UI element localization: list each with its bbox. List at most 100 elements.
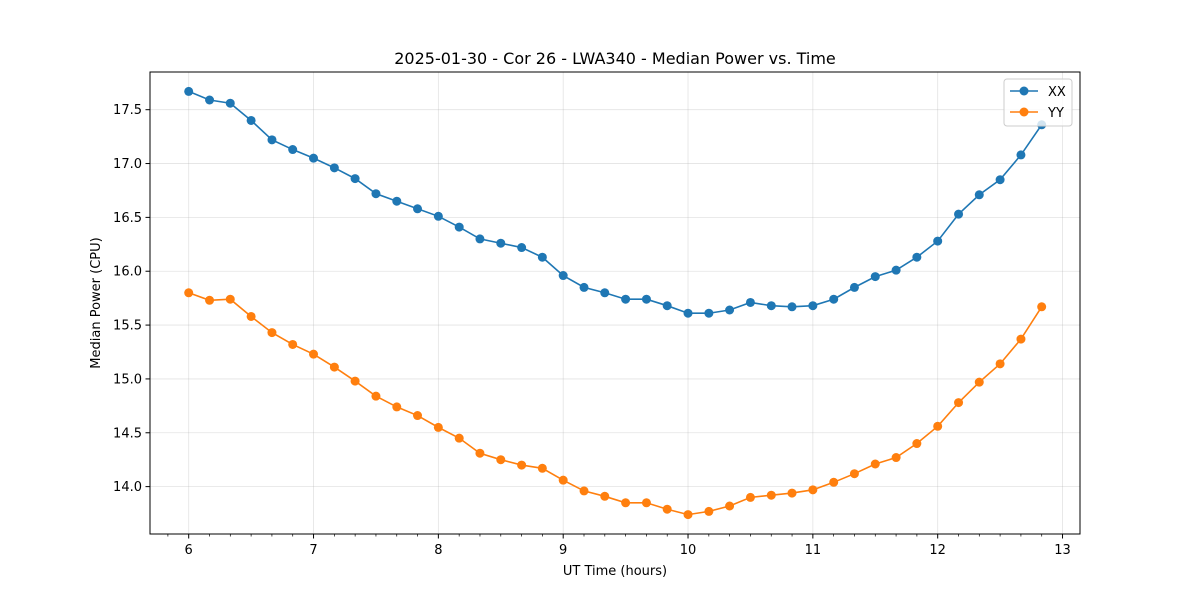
data-point-xx (433, 211, 443, 221)
data-point-xx (787, 302, 797, 312)
data-point-yy (267, 328, 277, 338)
data-point-xx (558, 271, 568, 281)
data-point-yy (974, 377, 984, 387)
x-tick-label: 6 (185, 543, 193, 558)
data-point-yy (288, 339, 298, 349)
data-point-xx (954, 209, 964, 219)
data-point-yy (745, 492, 755, 502)
data-point-xx (371, 189, 381, 199)
data-point-yy (205, 295, 215, 305)
data-point-xx (205, 95, 215, 105)
grid-lines (150, 72, 1080, 534)
data-point-yy (787, 488, 797, 498)
data-point-xx (329, 163, 339, 173)
data-point-yy (184, 288, 194, 298)
chart-title: 2025-01-30 - Cor 26 - LWA340 - Median Po… (394, 49, 836, 68)
legend-yy-marker (1019, 107, 1029, 117)
data-point-xx (350, 174, 360, 184)
data-point-xx (808, 301, 818, 311)
data-point-xx (309, 153, 319, 163)
y-tick-label: 15.0 (113, 372, 142, 387)
data-point-yy (600, 491, 610, 501)
x-tick-label: 10 (680, 543, 697, 558)
data-point-xx (662, 301, 672, 311)
data-point-yy (912, 439, 922, 449)
x-tick-label: 9 (559, 543, 567, 558)
data-point-xx (974, 190, 984, 200)
data-point-xx (912, 252, 922, 262)
x-tick-label: 7 (309, 543, 317, 558)
x-axis-label: UT Time (hours) (563, 564, 667, 579)
axes: 6 7 8 9 10 11 12 13 14.0 14.5 15.0 15.5 16.0 16.5 17.0… (113, 103, 1071, 558)
plot-frame (149, 71, 1081, 535)
data-point-xx (641, 294, 651, 304)
data-point-yy (579, 486, 589, 496)
data-point-yy (621, 498, 631, 508)
data-point-yy (641, 498, 651, 508)
data-point-yy (662, 504, 672, 514)
y-tick-label: 16.0 (113, 265, 142, 280)
y-tick-label: 16.5 (113, 211, 142, 226)
data-point-xx (829, 294, 839, 304)
x-tick-label: 12 (929, 543, 946, 558)
data-point-xx (392, 196, 402, 206)
y-axis-label: Median Power (CPU) (89, 237, 104, 368)
x-tick-label: 11 (805, 543, 822, 558)
data-point-xx (704, 308, 714, 318)
data-point-xx (537, 252, 547, 262)
data-point-xx (891, 265, 901, 275)
data-point-yy (225, 294, 235, 304)
legend-label-xx: XX (1048, 85, 1066, 100)
data-point-yy (995, 359, 1005, 369)
x-tick-label: 8 (434, 543, 442, 558)
x-tick-label: 13 (1054, 543, 1071, 558)
y-tick-label: 15.5 (113, 319, 142, 334)
data-point-yy (870, 459, 880, 469)
data-point-yy (725, 501, 735, 511)
data-point-yy (537, 463, 547, 473)
data-point-xx (454, 222, 464, 232)
data-point-yy (558, 475, 568, 485)
data-point-xx (579, 282, 589, 292)
series-line-xx (188, 90, 1043, 315)
y-tick-label: 17.0 (113, 157, 142, 172)
data-point-yy (933, 421, 943, 431)
legend-xx-marker (1019, 86, 1029, 96)
data-point-yy (329, 362, 339, 372)
data-point-yy (891, 453, 901, 463)
data-point-yy (808, 485, 818, 495)
data-point-yy (496, 455, 506, 465)
data-point-yy (1016, 334, 1026, 344)
data-series (184, 86, 1047, 520)
data-point-yy (371, 391, 381, 401)
data-point-yy (849, 469, 859, 479)
data-point-xx (870, 272, 880, 282)
data-point-xx (1016, 150, 1026, 160)
data-point-yy (475, 448, 485, 458)
data-point-xx (600, 288, 610, 298)
data-point-yy (309, 349, 319, 359)
data-point-xx (621, 294, 631, 304)
data-point-yy (1037, 302, 1047, 312)
data-point-xx (184, 86, 194, 96)
data-point-xx (517, 243, 527, 253)
data-point-yy (766, 490, 776, 500)
data-point-yy (954, 398, 964, 408)
data-point-xx (413, 204, 423, 214)
data-point-xx (246, 115, 256, 125)
y-tick-label: 14.0 (113, 480, 142, 495)
data-point-xx (766, 301, 776, 311)
data-point-yy (392, 402, 402, 412)
data-point-yy (433, 422, 443, 432)
data-point-yy (246, 311, 256, 321)
data-point-xx (225, 98, 235, 108)
data-point-xx (288, 145, 298, 155)
data-point-xx (995, 175, 1005, 185)
data-point-xx (496, 238, 506, 248)
data-point-yy (413, 411, 423, 421)
data-point-yy (454, 433, 464, 443)
data-point-yy (704, 506, 714, 516)
data-point-xx (745, 297, 755, 307)
legend-label-yy: YY (1047, 106, 1064, 121)
